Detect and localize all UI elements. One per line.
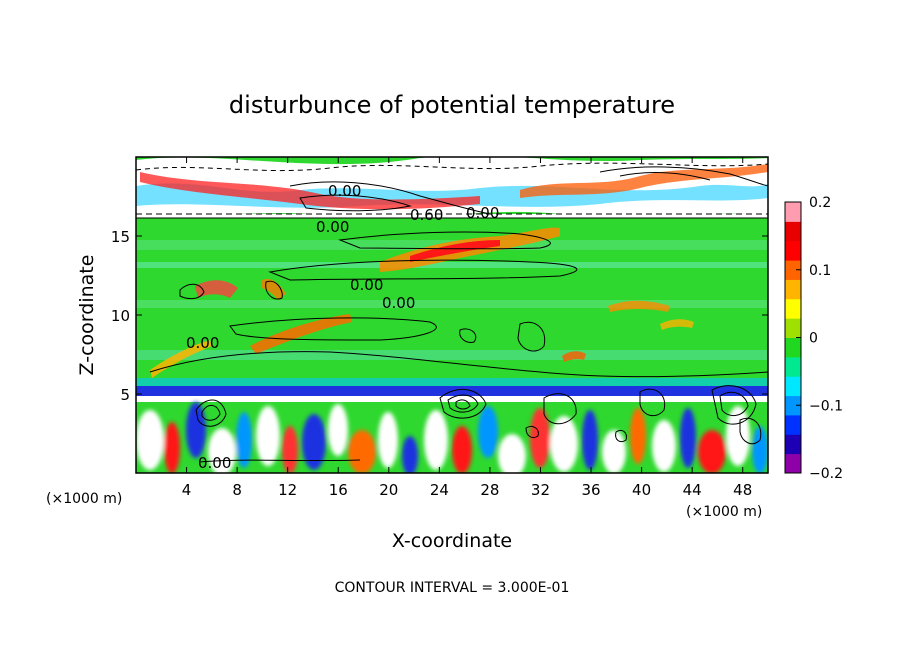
warm-filament xyxy=(562,351,586,362)
contour-label: 0.60 xyxy=(410,206,443,224)
heatmap-field: 0.00 0.00 0.60 0.00 0.00 0.00 0.00 0.00 xyxy=(136,157,768,473)
colorbar-tick-label: 0 xyxy=(809,331,818,347)
colorbar-swatch xyxy=(785,298,801,319)
dashed-boundary-zone xyxy=(136,214,768,218)
chart-title: disturbunce of potential temperature xyxy=(229,91,675,119)
x-tick-label: 20 xyxy=(379,481,398,499)
colorbar: 0.2 0.1 0 −0.1 −0.2 xyxy=(784,195,843,482)
field-band xyxy=(136,350,768,360)
colorbar-swatch xyxy=(785,395,801,416)
contour-label: 0.00 xyxy=(382,294,415,312)
y-tick-label: 10 xyxy=(111,307,130,325)
colorbar-swatch xyxy=(785,279,801,300)
y-axis-label: Z-coordinate xyxy=(76,255,98,376)
cold-band-core xyxy=(136,396,768,402)
x-tick-label: 16 xyxy=(329,481,348,499)
x-tick-label: 44 xyxy=(683,481,702,499)
x-tick-label: 40 xyxy=(632,481,651,499)
contour-label: 0.00 xyxy=(198,454,231,472)
contour-label: 0.00 xyxy=(316,218,349,236)
colorbar-tick-label: 0.2 xyxy=(809,195,831,211)
warm-filament xyxy=(150,340,212,378)
warm-filament xyxy=(250,314,352,354)
field-band xyxy=(136,262,768,268)
warm-filament xyxy=(660,319,694,330)
colorbar-swatch xyxy=(785,202,801,222)
colorbar-swatch xyxy=(785,414,801,435)
x-tick-label: 8 xyxy=(232,481,242,499)
convective-contours xyxy=(195,385,762,445)
y-tick-label: 5 xyxy=(120,386,130,404)
y-tick-label: 15 xyxy=(111,228,130,246)
x-tick-label: 4 xyxy=(182,481,192,499)
x-tick-label: 48 xyxy=(733,481,752,499)
x-tick-label: 28 xyxy=(480,481,499,499)
x-axis-label: X-coordinate xyxy=(392,530,512,552)
contour-label: 0.00 xyxy=(350,276,383,294)
colorbar-swatch xyxy=(785,434,801,455)
warm-filament xyxy=(195,280,238,298)
contour-label: 0.00 xyxy=(186,334,219,352)
colorbar-swatch xyxy=(785,240,801,261)
colorbar-swatch xyxy=(785,221,801,242)
colorbar-swatch xyxy=(785,260,801,280)
colorbar-swatch xyxy=(785,453,801,474)
upper-warm-streak xyxy=(520,164,768,198)
warm-filament xyxy=(410,240,500,262)
x-tick-label: 36 xyxy=(581,481,600,499)
contour-label: 0.00 xyxy=(328,182,361,200)
x-tick-label: 12 xyxy=(278,481,297,499)
colorbar-swatch xyxy=(785,318,801,338)
warm-filament xyxy=(608,300,670,312)
colorbar-swatch xyxy=(785,356,801,377)
colorbar-swatch xyxy=(785,376,801,397)
convective-cells xyxy=(136,402,768,473)
contour-label: 0.00 xyxy=(466,204,499,222)
colorbar-tick-label: −0.1 xyxy=(809,398,843,414)
colorbar-swatch xyxy=(785,337,801,358)
upper-warm-streak xyxy=(140,172,480,210)
x-tick-label: 24 xyxy=(430,481,449,499)
warm-filament xyxy=(262,278,286,300)
field-band xyxy=(136,300,768,308)
contour-lines xyxy=(136,162,768,463)
x-unit-label: (×1000 m) xyxy=(46,491,122,507)
x-tick-label: 32 xyxy=(531,481,550,499)
colorbar-tick-label: −0.2 xyxy=(809,466,843,482)
colorbar-tick-label: 0.1 xyxy=(809,263,831,279)
contour-interval-text: CONTOUR INTERVAL = 3.000E-01 xyxy=(335,580,570,596)
x-unit-label-right: (×1000 m) xyxy=(686,504,762,520)
